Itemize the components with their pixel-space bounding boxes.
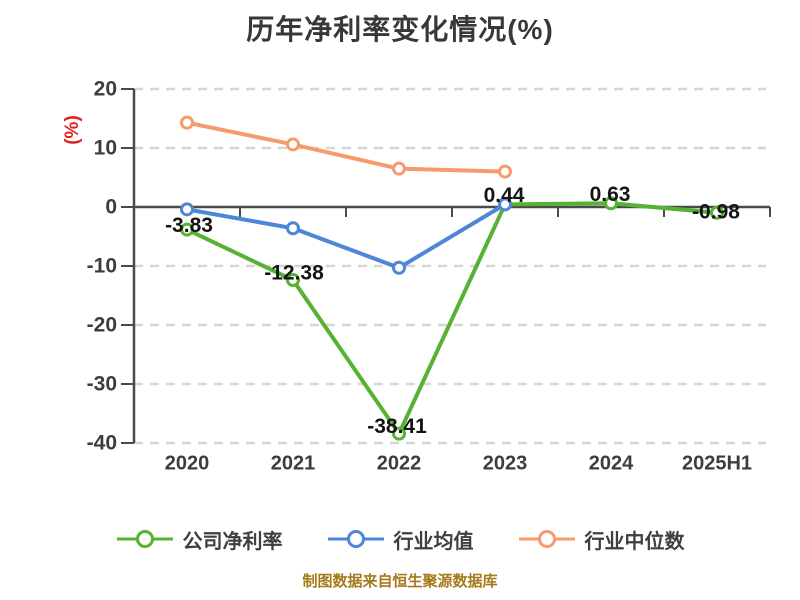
y-tick-label: 10 [94,137,117,160]
data-point-industry-median[interactable] [180,115,194,130]
y-tick-label: 20 [94,78,117,101]
data-label-company-net-margin: -38.41 [367,415,427,438]
legend-item-company-net-margin[interactable]: 公司净利率 [116,525,283,554]
legend-label: 行业中位数 [584,530,685,553]
data-label-company-net-margin: -3.83 [165,214,213,237]
x-tick-label: 2021 [271,453,316,475]
data-point-industry-median[interactable] [392,161,406,176]
data-label-company-net-margin: 0.44 [484,184,525,207]
legend-marker [346,530,365,548]
series-line-company-net-margin [185,201,719,436]
data-point-industry-average[interactable] [180,202,194,217]
industry-median-legend-icon [518,530,575,548]
y-tick-label: -30 [87,373,117,396]
legend-item-industry-median[interactable]: 行业中位数 [518,525,685,554]
y-tick-label: -40 [87,432,117,455]
data-point-company-net-margin[interactable] [180,222,194,237]
series-line-industry-median [185,120,507,174]
industry-average-legend-icon [327,530,384,548]
y-tick-label: 0 [105,196,117,219]
data-point-company-net-margin[interactable] [392,426,406,441]
data-point-industry-average[interactable] [286,221,300,236]
legend-item-industry-average[interactable]: 行业均值 [327,525,474,554]
data-point-industry-average[interactable] [392,260,406,275]
legend-marker [537,530,556,548]
data-label-company-net-margin: -0.98 [692,200,740,223]
data-point-company-net-margin[interactable] [286,273,300,288]
x-tick-label: 2022 [377,453,422,475]
data-label-company-net-margin: -12.38 [264,262,324,285]
x-tick-label: 2024 [589,453,634,475]
x-tick-label: 2020 [165,453,210,475]
data-point-company-net-margin[interactable] [604,196,618,211]
data-point-industry-median[interactable] [286,137,300,152]
data-point-industry-median[interactable] [498,164,512,179]
data-label-company-net-margin: 0.63 [590,183,631,206]
series-line-industry-average [185,202,507,270]
y-tick-label: -20 [87,314,117,337]
chart-title: 历年净利率变化情况(%) [246,14,554,45]
company-net-margin-legend-icon [116,530,173,548]
legend-marker [135,530,154,548]
y-tick-label: -10 [87,255,117,278]
x-tick-label: 2025H1 [682,453,752,475]
legend-label: 行业均值 [393,530,474,553]
legend: 公司净利率 行业均值 行业中位数 [0,520,800,558]
footer-note: 制图数据来自恒生聚源数据库 [302,573,498,590]
data-point-industry-average[interactable] [498,197,512,212]
data-point-company-net-margin[interactable] [710,205,724,220]
legend-label: 公司净利率 [182,530,283,553]
x-tick-label: 2023 [483,453,528,475]
